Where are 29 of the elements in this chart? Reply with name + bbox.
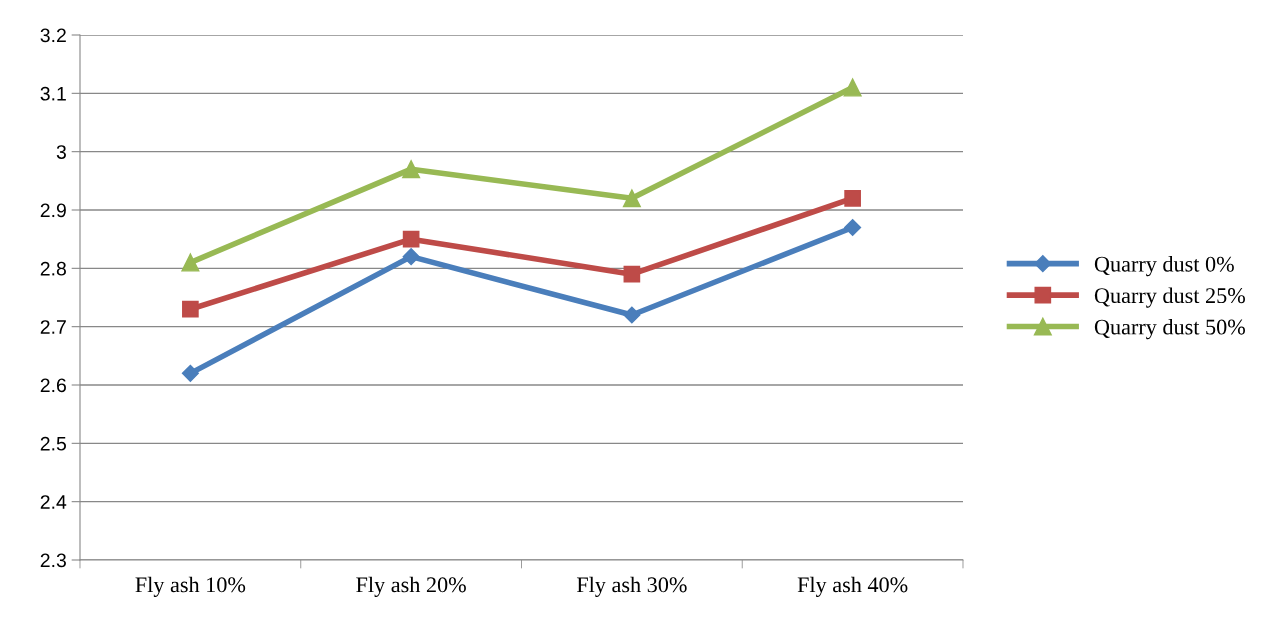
y-tick-label: 3 <box>56 145 66 159</box>
point <box>623 265 641 283</box>
x-tick-label: Fly ash 30% <box>576 576 687 597</box>
x-tick-label: Fly ash 40% <box>797 576 908 597</box>
x-tick-label: Fly ash 10% <box>135 576 246 597</box>
point <box>622 189 641 208</box>
x-tick-label: Fly ash 20% <box>356 576 466 597</box>
point <box>402 248 420 266</box>
point <box>181 253 200 272</box>
point <box>623 306 641 324</box>
point <box>402 230 420 248</box>
y-tick-label: 2.9 <box>40 203 66 218</box>
y-tick-label: 2.6 <box>40 378 66 393</box>
legend-label: Quarry dust 50% <box>1094 318 1245 340</box>
y-tick-label: 2.4 <box>40 495 67 509</box>
y-tick-label: 2.5 <box>40 436 66 451</box>
point <box>843 78 862 97</box>
legend-label: Quarry dust 0% <box>1094 256 1234 277</box>
y-tick-label: 2.8 <box>40 261 66 276</box>
point <box>844 218 862 237</box>
y-tick-label: 2.7 <box>40 320 66 334</box>
legend-label: Quarry dust 25% <box>1094 287 1245 308</box>
y-tick-label: 3.1 <box>40 86 66 101</box>
y-tick-label: 2.3 <box>40 553 66 568</box>
point <box>181 364 199 382</box>
point <box>844 189 861 207</box>
y-tick-label: 3.2 <box>40 28 66 43</box>
point <box>182 300 199 318</box>
point <box>402 160 421 179</box>
